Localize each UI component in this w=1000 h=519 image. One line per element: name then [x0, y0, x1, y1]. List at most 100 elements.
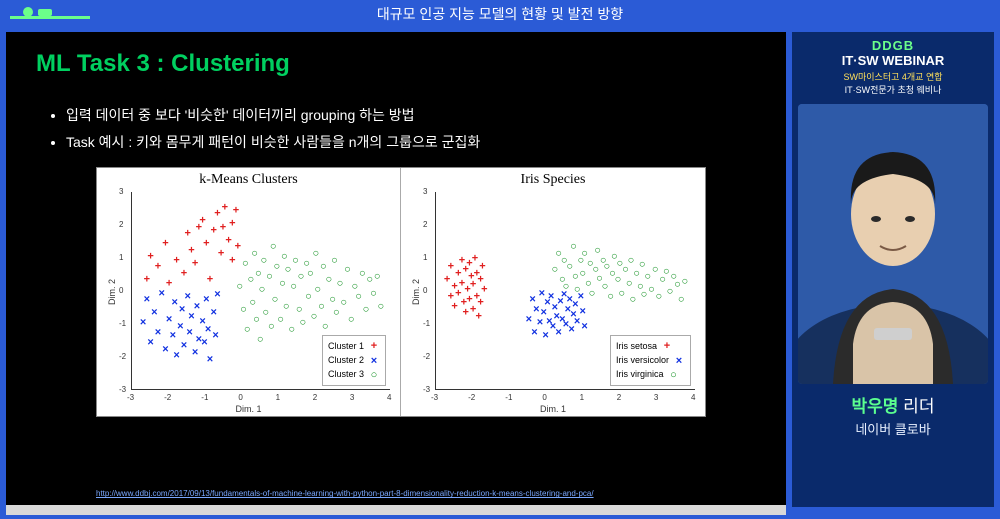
scatter-marker: ○	[290, 281, 297, 292]
scatter-marker: ○	[570, 242, 577, 253]
scatter-marker: ○	[244, 324, 251, 335]
scatter-marker: ○	[305, 291, 312, 302]
x-tick: 4	[691, 393, 695, 402]
scatter-marker: +	[233, 206, 239, 217]
scatter-marker: +	[199, 215, 205, 226]
scatter-marker: ○	[644, 272, 651, 283]
scatter-marker: ×	[184, 291, 190, 302]
scatter-marker: ○	[288, 324, 295, 335]
scatter-marker: +	[222, 202, 228, 213]
scatter-marker: ○	[682, 276, 689, 287]
x-tick: 1	[580, 393, 584, 402]
scatter-marker: ×	[214, 290, 220, 301]
scatter-marker: ○	[285, 265, 292, 276]
y-tick: -3	[119, 385, 126, 394]
scatter-marker: ○	[326, 275, 333, 286]
y-tick: -3	[423, 385, 430, 394]
scatter-marker: ○	[240, 305, 247, 316]
x-tick: 3	[654, 393, 658, 402]
y-tick: 1	[423, 253, 427, 262]
scatter-marker: ○	[320, 262, 327, 273]
legend-marker-icon: +	[661, 339, 673, 353]
presenter-name: 박우명	[852, 397, 899, 416]
scatter-marker: ○	[615, 275, 622, 286]
scatter-marker: ×	[212, 331, 218, 342]
scatter-marker: ○	[340, 298, 347, 309]
scatter-marker: ○	[259, 285, 266, 296]
scatter-marker: +	[192, 258, 198, 269]
scatter-marker: ×	[158, 288, 164, 299]
scatter-marker: +	[144, 275, 150, 286]
top-title: 대규모 인공 지능 모델의 현황 및 발전 방향	[377, 6, 623, 22]
scatter-marker: ○	[255, 268, 262, 279]
scatter-marker: ○	[639, 260, 646, 271]
y-tick: -1	[119, 319, 126, 328]
legend-label: Cluster 3	[328, 369, 364, 381]
scatter-marker: ○	[574, 285, 581, 296]
scatter-marker: ○	[274, 262, 281, 273]
scatter-marker: ○	[641, 290, 648, 301]
scatter-marker: ○	[272, 295, 279, 306]
scatter-marker: +	[207, 275, 213, 286]
scatter-marker: ×	[201, 338, 207, 349]
scatter-marker: ○	[242, 258, 249, 269]
scatter-marker: +	[229, 255, 235, 266]
scatter-marker: +	[229, 219, 235, 230]
scatter-marker: ×	[177, 321, 183, 332]
scatter-marker: ×	[140, 318, 146, 329]
scatter-marker: ○	[337, 278, 344, 289]
scatter-marker: ×	[210, 308, 216, 319]
brand-line-2: IT·SW WEBINAR	[796, 53, 990, 68]
legend-row: Cluster 2×	[328, 354, 380, 368]
main-area: ML Task 3 : Clustering 입력 데이터 중 보다 '비슷한'…	[0, 28, 1000, 519]
scatter-marker: ○	[607, 291, 614, 302]
scatter-marker: ○	[618, 288, 625, 299]
scatter-marker: ×	[548, 291, 554, 302]
x-tick: 2	[313, 393, 317, 402]
legend-row: Iris virginica○	[616, 368, 685, 382]
scatter-marker: ○	[281, 252, 288, 263]
scatter-marker: ×	[542, 331, 548, 342]
x-tick: 0	[238, 393, 242, 402]
scatter-charts: k-Means Clusters++++++++++++++++++++++++…	[96, 167, 706, 417]
y-axis-label: Dim. 2	[411, 279, 421, 305]
scatter-marker: ○	[251, 248, 258, 259]
scatter-marker: ○	[648, 285, 655, 296]
scatter-marker: ×	[533, 305, 539, 316]
scatter-marker: +	[479, 262, 485, 273]
scatter-marker: +	[155, 262, 161, 273]
scatter-marker: ×	[537, 318, 543, 329]
scatter-marker: +	[475, 311, 481, 322]
scatter-marker: ×	[171, 298, 177, 309]
tagline-1: SW마이스터고 4개교 연합	[796, 70, 990, 83]
scatter-marker: ○	[298, 272, 305, 283]
scatter-marker: ○	[667, 286, 674, 297]
footer-strip	[6, 505, 786, 515]
scatter-marker: ○	[344, 265, 351, 276]
scatter-marker: ○	[630, 295, 637, 306]
y-tick: 2	[119, 220, 123, 229]
scatter-marker: ○	[261, 255, 268, 266]
scatter-marker: ×	[151, 308, 157, 319]
presenter-caption: 박우명 리더 네이버 클로바	[792, 392, 994, 438]
bullet-list: 입력 데이터 중 보다 '비슷한' 데이터끼리 grouping 하는 방법 T…	[54, 102, 756, 155]
scatter-marker: ○	[249, 298, 256, 309]
brand-line-1: DDGB	[796, 38, 990, 53]
scatter-marker: ○	[296, 305, 303, 316]
scatter-marker: ○	[663, 267, 670, 278]
scatter-marker: ×	[203, 295, 209, 306]
x-tick: 1	[276, 393, 280, 402]
scatter-marker: ○	[279, 278, 286, 289]
y-tick: 2	[423, 220, 427, 229]
chart-panel: Iris Species++++++++++++++++++++++++++××…	[401, 168, 705, 416]
scatter-marker: ○	[652, 265, 659, 276]
scatter-marker: ×	[147, 338, 153, 349]
scatter-marker: ○	[236, 281, 243, 292]
scatter-marker: +	[462, 308, 468, 319]
scatter-marker: ○	[292, 255, 299, 266]
citation-link[interactable]: http://www.ddbj.com/2017/09/13/fundament…	[96, 489, 594, 499]
scatter-marker: ○	[277, 314, 284, 325]
scatter-marker: ×	[531, 328, 537, 339]
legend-label: Cluster 1	[328, 341, 364, 353]
scatter-marker: +	[470, 280, 476, 291]
